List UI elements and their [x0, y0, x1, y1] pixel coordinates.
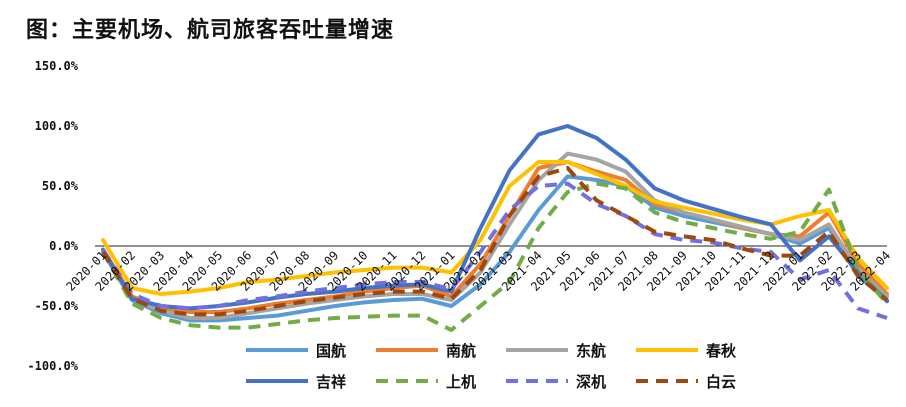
legend-label: 南航 — [446, 342, 476, 360]
y-tick-label: 0.0% — [49, 239, 79, 253]
y-tick-label: 100.0% — [35, 119, 79, 133]
x-axis-ticks: 2020-012020-022020-032020-042020-052020-… — [63, 248, 893, 294]
y-tick-label: 150.0% — [35, 59, 79, 73]
series-line — [101, 181, 888, 320]
legend-label: 国航 — [316, 342, 346, 360]
legend-label: 深机 — [576, 373, 606, 391]
series-line — [101, 166, 889, 317]
legend-label: 上机 — [446, 373, 476, 391]
y-tick-label: 50.0% — [42, 179, 79, 193]
legend-label: 吉祥 — [316, 373, 346, 391]
y-axis-ticks: 150.0% 100.0% 50.0% 0.0% -50.0% -100.0% — [27, 59, 78, 373]
legend-label: 东航 — [576, 342, 606, 360]
chart-title: 图：主要机场、航司旅客吞吐量增速 — [26, 18, 395, 43]
series-line — [101, 124, 889, 311]
series-line — [101, 181, 889, 332]
series-lines — [101, 124, 889, 332]
legend-label: 白云 — [706, 373, 736, 391]
y-tick-label: -100.0% — [27, 359, 78, 373]
y-tick-label: -50.0% — [35, 299, 79, 313]
series-line — [101, 151, 889, 320]
legend-label: 春秋 — [706, 342, 737, 360]
